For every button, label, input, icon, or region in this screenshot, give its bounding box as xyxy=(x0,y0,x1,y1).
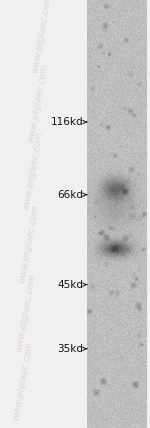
Text: www.ptglaec.com: www.ptglaec.com xyxy=(31,0,53,74)
Text: www.ptglaec.com: www.ptglaec.com xyxy=(11,341,34,421)
Text: 116kd: 116kd xyxy=(50,117,83,127)
Text: www.ptglaec.com: www.ptglaec.com xyxy=(17,204,40,284)
Text: www.ptglaec.com: www.ptglaec.com xyxy=(14,272,37,353)
Text: 35kd: 35kd xyxy=(57,344,83,354)
Text: www.ptglaec.com: www.ptglaec.com xyxy=(22,131,44,211)
Text: www.ptglaec.com: www.ptglaec.com xyxy=(26,62,49,143)
Text: 45kd: 45kd xyxy=(57,279,83,290)
Text: 66kd: 66kd xyxy=(57,190,83,200)
